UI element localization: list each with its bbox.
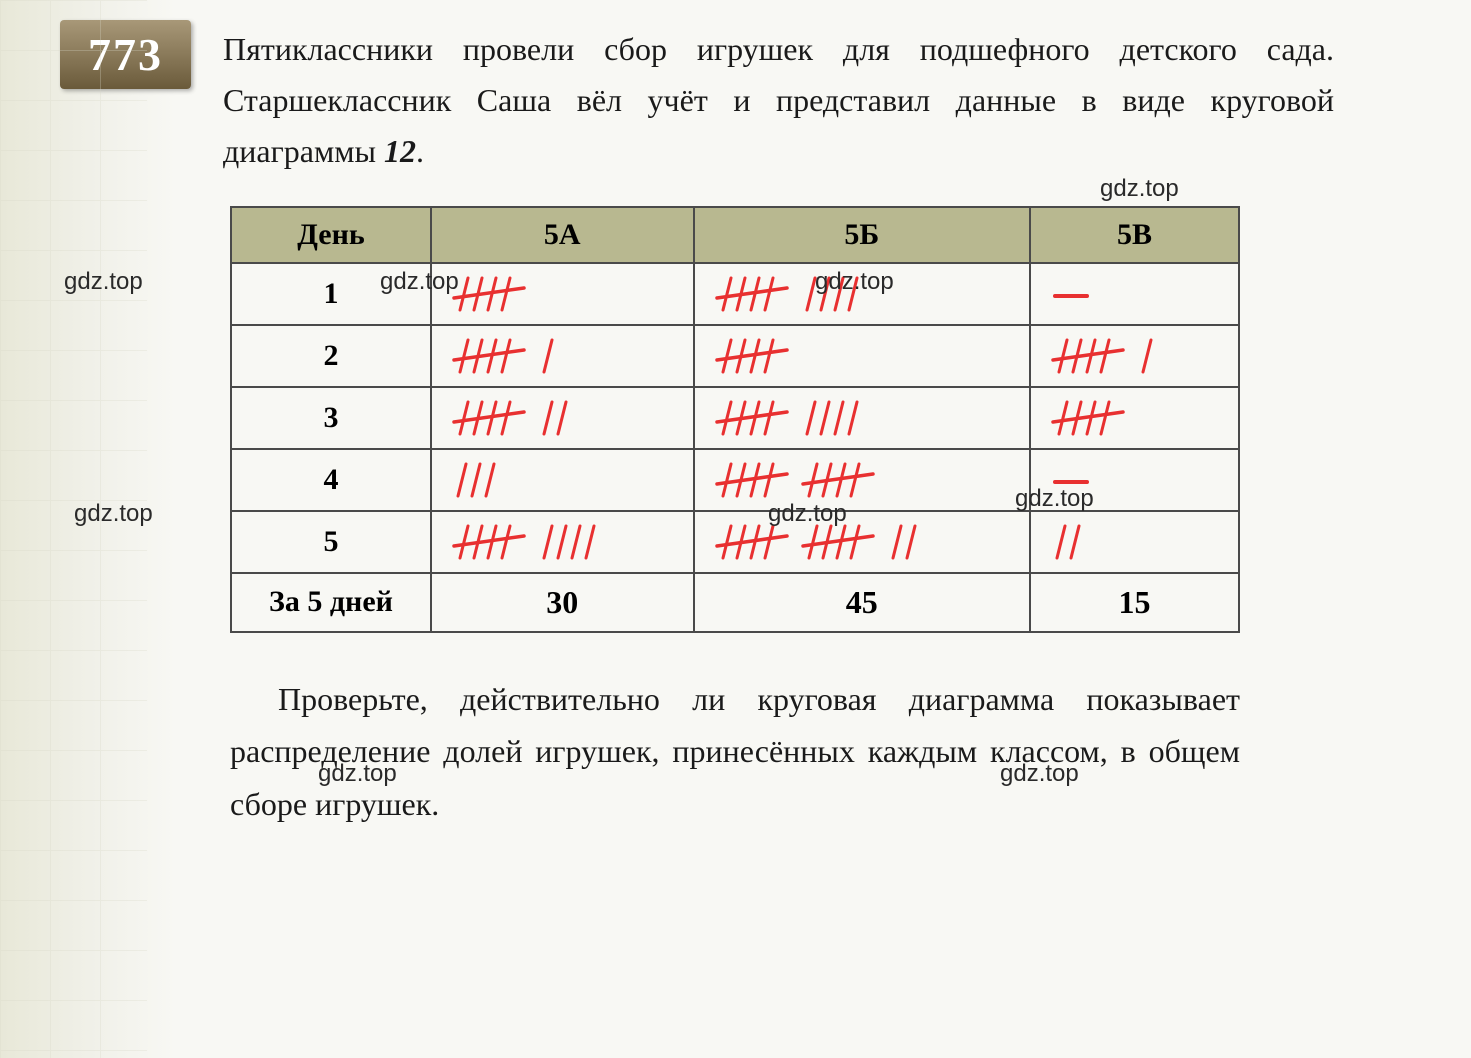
table-row: 5 xyxy=(231,511,1239,573)
total-5a: 30 xyxy=(431,573,694,632)
textbook-page: 773 Пятиклассники провели сбор игрушек д… xyxy=(0,0,1471,1058)
day-cell: 4 xyxy=(231,449,431,511)
total-5b: 45 xyxy=(694,573,1030,632)
intro-period: . xyxy=(416,133,424,169)
problem-intro-text: Пятиклассники провели сбор игрушек для п… xyxy=(223,20,1334,178)
table-total-row: За 5 дней 30 45 15 xyxy=(231,573,1239,632)
table-header-row: День 5А 5Б 5В xyxy=(231,207,1239,263)
total-label-cell: За 5 дней xyxy=(231,573,431,632)
day-cell: 2 xyxy=(231,325,431,387)
header-5a: 5А xyxy=(431,207,694,263)
header-5v: 5В xyxy=(1030,207,1239,263)
header-day: День xyxy=(231,207,431,263)
watermark-text: gdz.top xyxy=(74,500,153,528)
day-cell: 1 xyxy=(231,263,431,325)
watermark-text: gdz.top xyxy=(64,268,143,296)
table-row: 2 xyxy=(231,325,1239,387)
day-cell: 3 xyxy=(231,387,431,449)
total-5v: 15 xyxy=(1030,573,1239,632)
tally-cell-5a xyxy=(431,325,694,387)
day-cell: 5 xyxy=(231,511,431,573)
tally-cell-5a xyxy=(431,449,694,511)
tally-table-container: День 5А 5Б 5В 1 2 3 4 5 За 5 xyxy=(230,206,1240,633)
intro-bold-number: 12 xyxy=(384,133,416,169)
tally-cell-5v xyxy=(1030,387,1239,449)
tally-cell-5v xyxy=(1030,263,1239,325)
table-body: 1 2 3 4 5 За 5 дней 30 45 15 xyxy=(231,263,1239,632)
problem-number-badge: 773 xyxy=(60,20,191,89)
problem-bottom-text: Проверьте, действительно ли круговая диа… xyxy=(230,673,1240,831)
tally-cell-5v xyxy=(1030,449,1239,511)
tally-cell-5b xyxy=(694,511,1030,573)
tally-cell-5b xyxy=(694,387,1030,449)
tally-cell-5b xyxy=(694,263,1030,325)
table-row: 3 xyxy=(231,387,1239,449)
problem-block: 773 Пятиклассники провели сбор игрушек д… xyxy=(60,20,1391,178)
tally-cell-5v xyxy=(1030,325,1239,387)
header-5b: 5Б xyxy=(694,207,1030,263)
tally-table: День 5А 5Б 5В 1 2 3 4 5 За 5 xyxy=(230,206,1240,633)
table-row: 1 xyxy=(231,263,1239,325)
tally-cell-5b xyxy=(694,449,1030,511)
tally-cell-5b xyxy=(694,325,1030,387)
watermark-text: gdz.top xyxy=(1100,175,1179,203)
tally-cell-5a xyxy=(431,511,694,573)
tally-cell-5v xyxy=(1030,511,1239,573)
table-row: 4 xyxy=(231,449,1239,511)
tally-cell-5a xyxy=(431,387,694,449)
tally-cell-5a xyxy=(431,263,694,325)
